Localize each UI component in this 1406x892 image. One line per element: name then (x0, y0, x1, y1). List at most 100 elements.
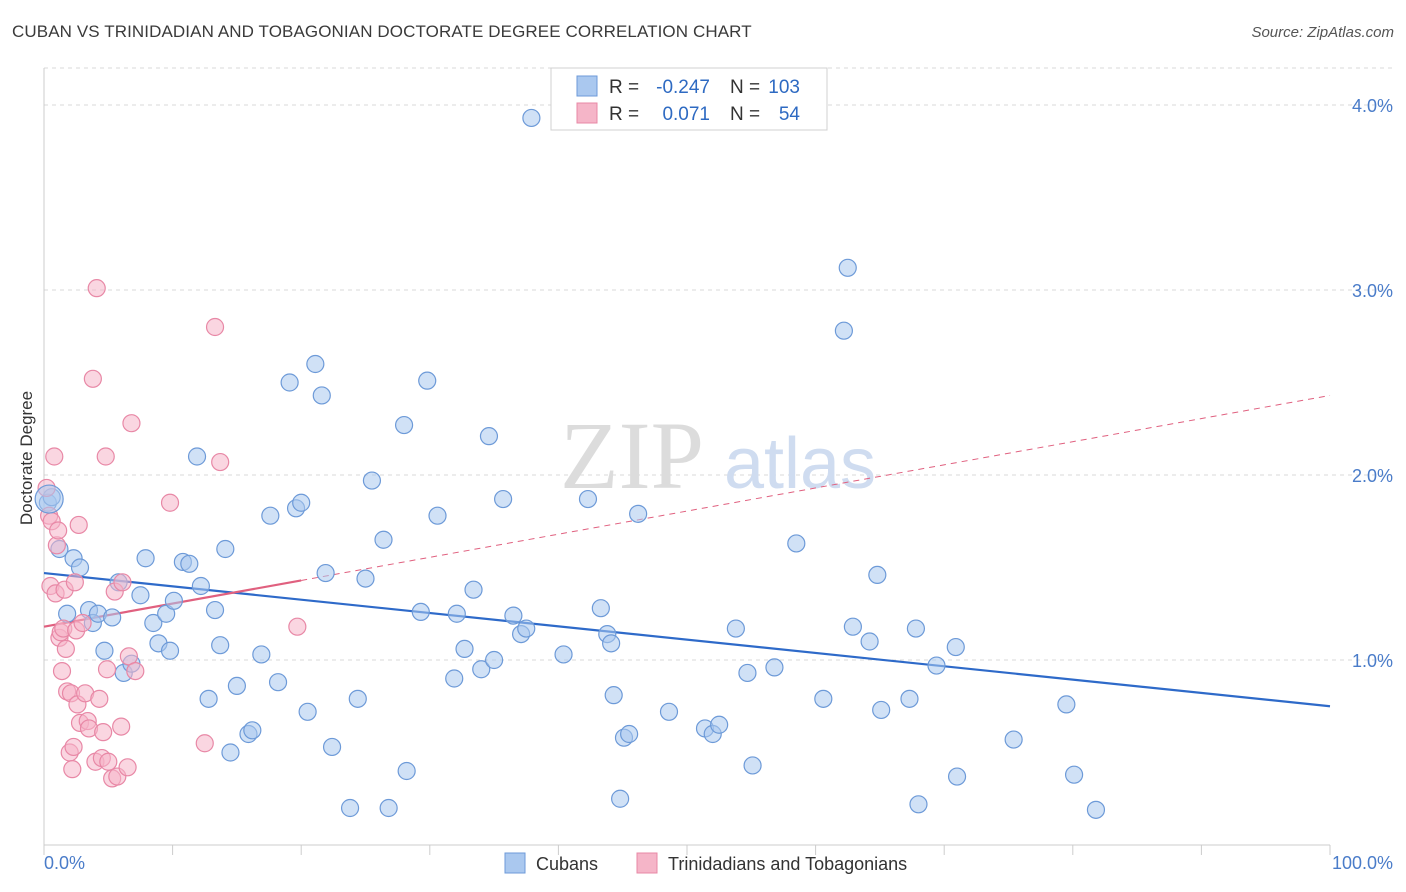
bottom-legend-cubans: Cubans (536, 854, 598, 874)
trin-point (65, 573, 84, 592)
cuban-point (602, 634, 621, 653)
legend-r-label-2: R = (609, 104, 639, 125)
trin-point (118, 758, 137, 777)
cuban-point (872, 700, 891, 720)
cuban-point (860, 632, 879, 651)
cuban-point (710, 715, 729, 734)
trin-point (96, 447, 115, 466)
cuban-point (445, 669, 464, 688)
bottom-legend-swatch-trin (636, 852, 658, 874)
cuban-point (522, 108, 541, 128)
cuban-point (348, 689, 367, 708)
watermark: ZIP atlas (560, 402, 876, 509)
trin-trend-extension (301, 394, 1331, 581)
data-points (34, 108, 1106, 819)
cuban-point (517, 619, 536, 638)
cuban-point (947, 767, 967, 786)
cuban-point (1064, 765, 1084, 784)
legend-box: R = -0.247 N = 103 R = 0.071 N = 54 (550, 67, 828, 131)
legend-swatch-trin (576, 102, 598, 124)
cuban-point (620, 724, 639, 744)
cuban-point (397, 761, 416, 781)
cuban-point (900, 689, 919, 708)
cuban-point (322, 737, 342, 757)
cuban-point (312, 386, 331, 405)
cuban-point (1057, 695, 1076, 714)
y-tick-label: 1.0% (1352, 651, 1393, 671)
cuban-point (472, 660, 491, 679)
cuban-point (629, 504, 648, 523)
cuban-point (479, 427, 499, 446)
y-tick-label: 2.0% (1352, 466, 1393, 486)
cuban-point (765, 658, 784, 677)
watermark-atlas: atlas (724, 424, 876, 504)
cuban-point (136, 549, 155, 568)
cuban-point (1004, 730, 1023, 749)
cuban-point (340, 798, 360, 818)
cuban-point (356, 569, 375, 588)
x-tick-label-end: 100.0% (1332, 853, 1393, 873)
cuban-point (187, 447, 207, 466)
cuban-point (95, 641, 114, 660)
trin-point (94, 723, 113, 742)
cuban-point (838, 258, 857, 277)
axes: 0.0% 100.0% (43, 68, 1393, 873)
cuban-point (252, 645, 271, 664)
trin-point (87, 279, 106, 298)
cuban-point (243, 721, 262, 740)
cuban-point (131, 586, 150, 605)
cuban-point (578, 489, 598, 509)
cuban-point (611, 789, 630, 808)
cuban-point (504, 606, 523, 625)
trin-point (113, 573, 132, 592)
cuban-point (103, 608, 122, 627)
bottom-legend-swatch-cubans (504, 852, 526, 874)
cuban-point (868, 565, 887, 585)
cuban-point (418, 371, 437, 390)
trin-point (126, 661, 145, 681)
trin-point (122, 414, 141, 433)
y-tick-label: 3.0% (1352, 281, 1393, 301)
cuban-point (787, 534, 806, 553)
cuban-point (261, 506, 280, 525)
source-label: Source: ZipAtlas.com (1251, 24, 1394, 41)
trin-point (160, 493, 180, 512)
cuban-point (591, 599, 610, 618)
cuban-point (292, 493, 311, 512)
trin-point (83, 369, 102, 388)
trin-point (73, 613, 92, 633)
cuban-point-large (34, 484, 64, 514)
trin-point (97, 660, 117, 679)
cuban-point (280, 373, 299, 392)
trin-point (56, 639, 75, 659)
trin-point (49, 521, 68, 540)
cuban-point (221, 743, 240, 762)
bottom-legend: Cubans Trinidadians and Tobagonians (504, 852, 907, 874)
cuban-point (726, 619, 745, 638)
cuban-point (455, 639, 474, 659)
legend-n-value-2: 54 (779, 104, 801, 125)
trin-point (45, 447, 64, 466)
trin-point (63, 760, 82, 779)
cuban-point (144, 613, 163, 633)
trin-point (52, 661, 72, 681)
trin-point (90, 689, 109, 708)
cuban-point (604, 686, 623, 705)
cuban-point (379, 798, 398, 818)
cuban-point (1086, 800, 1106, 819)
chart-title: CUBAN VS TRINIDADIAN AND TOBAGONIAN DOCT… (12, 22, 752, 41)
legend-swatch-cubans (576, 75, 598, 97)
trin-point (211, 452, 230, 472)
cuban-point (743, 756, 762, 775)
cuban-point (906, 619, 926, 638)
bottom-legend-trin: Trinidadians and Tobagonians (668, 854, 907, 874)
trin-point (64, 737, 83, 757)
legend-n-label-1: N = (730, 77, 760, 98)
trin-point (99, 752, 118, 771)
cuban-point (834, 321, 853, 340)
cuban-point (216, 539, 235, 559)
cuban-point (211, 636, 230, 655)
cuban-point (306, 354, 325, 374)
cuban-point (268, 673, 288, 692)
cuban-point (464, 580, 483, 599)
